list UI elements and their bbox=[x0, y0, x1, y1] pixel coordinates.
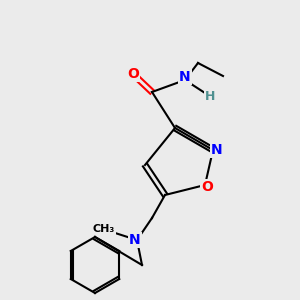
Text: O: O bbox=[127, 67, 139, 81]
Text: H: H bbox=[205, 89, 215, 103]
Text: CH₃: CH₃ bbox=[93, 224, 115, 234]
Text: N: N bbox=[129, 233, 141, 247]
Text: O: O bbox=[201, 180, 213, 194]
Text: N: N bbox=[211, 143, 223, 157]
Text: N: N bbox=[179, 70, 191, 84]
